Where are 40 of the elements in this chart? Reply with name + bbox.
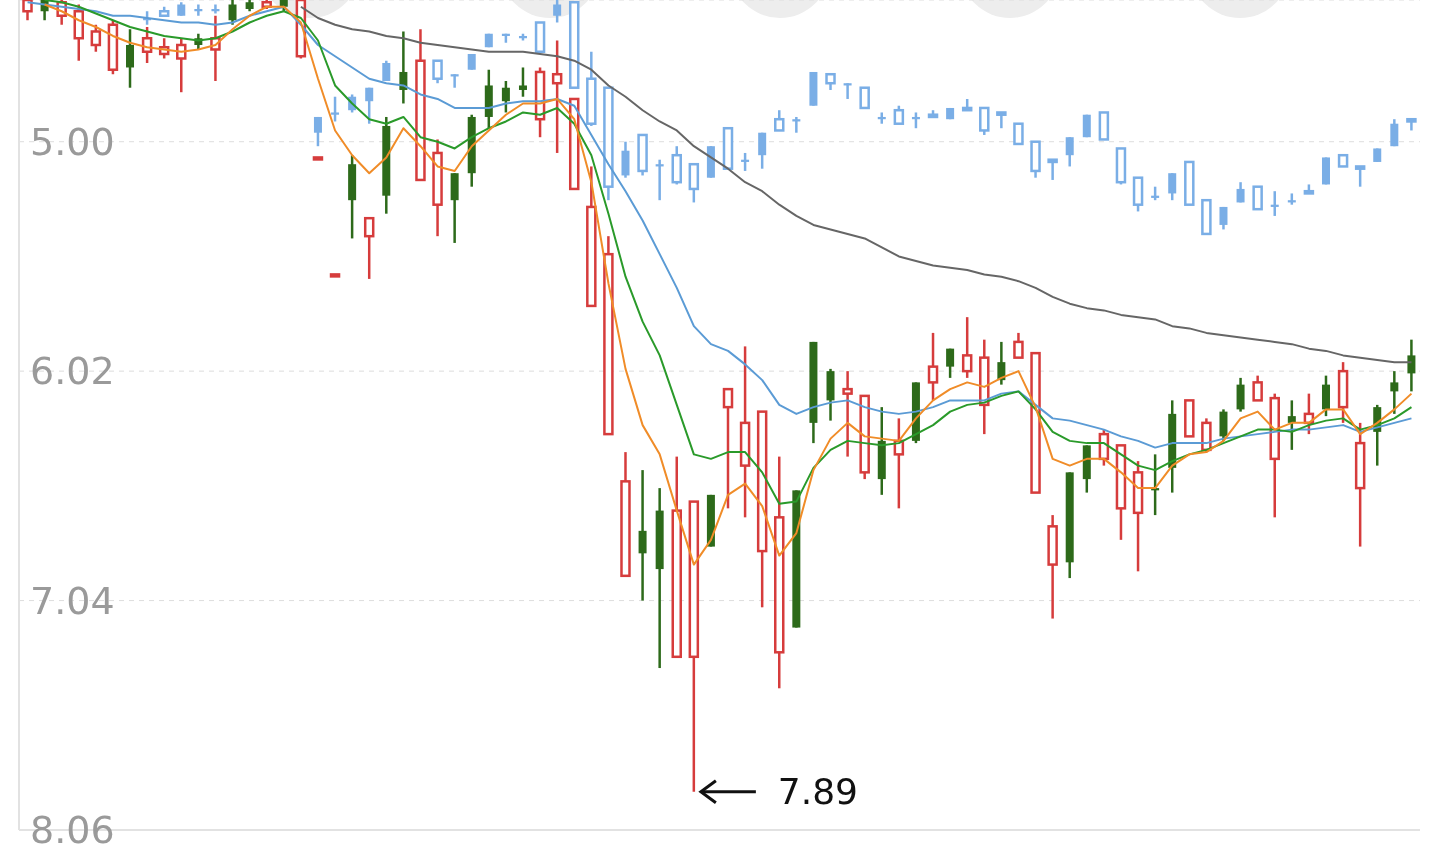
candlestick	[1168, 171, 1177, 202]
candlestick	[638, 468, 647, 602]
candlestick	[365, 86, 374, 125]
candlestick	[363, 216, 375, 281]
candlestick	[518, 66, 527, 98]
y-tick-label: 8.06	[30, 808, 115, 853]
candlestick	[432, 59, 443, 85]
candlestick	[553, 0, 562, 24]
candlestick	[126, 27, 135, 89]
y-tick-label: 7.04	[30, 578, 115, 623]
candlestick	[961, 315, 973, 380]
candlestick	[996, 111, 1007, 130]
candlestick	[1390, 117, 1399, 148]
candlestick	[90, 23, 102, 53]
candlestick	[1013, 122, 1024, 146]
candlestick	[551, 39, 563, 155]
candlestick	[1252, 185, 1263, 211]
candlestick	[842, 369, 853, 458]
candlestick	[313, 115, 322, 148]
y-tick-label: 5.00	[30, 120, 115, 165]
candlestick	[979, 106, 990, 137]
candlestick	[927, 331, 939, 402]
candlestick	[774, 108, 785, 132]
candlestick	[1065, 135, 1074, 168]
annotation: 7.89	[777, 771, 859, 813]
candlestick	[382, 59, 391, 83]
candlestick	[946, 347, 955, 380]
candlestick	[1407, 338, 1416, 393]
y-tick-label: 6.02	[30, 349, 115, 394]
candlestick	[1013, 331, 1024, 359]
candlestick	[501, 79, 510, 114]
candlestick	[859, 86, 870, 110]
candlestick	[722, 387, 734, 510]
candlestick	[331, 95, 340, 123]
candlestick	[1252, 374, 1263, 402]
candlestick	[228, 0, 237, 26]
candlestick	[1390, 369, 1399, 416]
candlestick	[176, 36, 187, 94]
candlestick	[1047, 158, 1058, 182]
candlestick	[758, 131, 767, 170]
